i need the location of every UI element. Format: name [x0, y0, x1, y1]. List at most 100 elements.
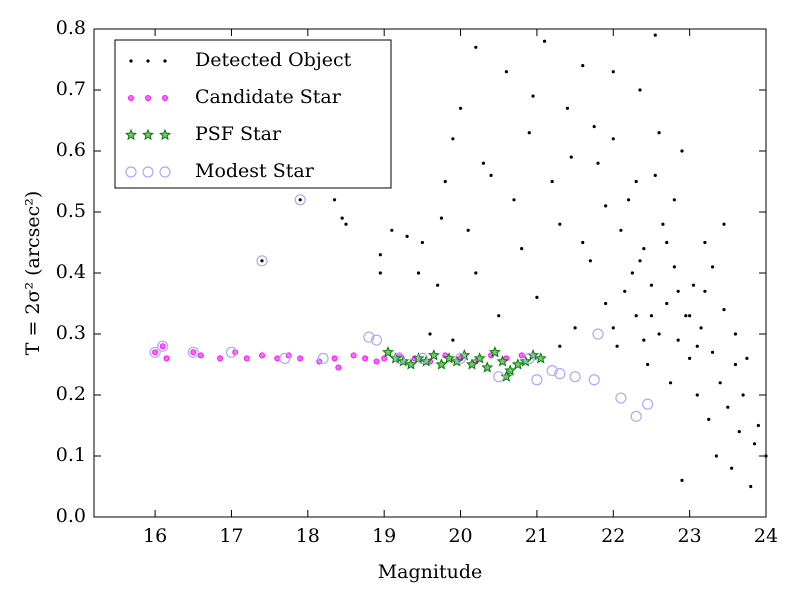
detected-point — [260, 259, 264, 263]
x-tick-label: 24 — [754, 525, 778, 547]
psf-point — [382, 345, 394, 358]
detected-point — [443, 179, 447, 184]
detected-point — [451, 137, 455, 141]
psf-point — [473, 352, 486, 364]
x-tick-label: 23 — [678, 525, 702, 547]
detected-point — [378, 253, 382, 257]
detected-point — [527, 131, 531, 135]
detected-point — [638, 88, 642, 92]
detected-point — [497, 314, 501, 318]
detected-point — [420, 240, 424, 245]
detected-point — [531, 94, 535, 98]
detected-point — [504, 70, 508, 74]
detected-point — [680, 149, 684, 153]
detected-point — [436, 283, 440, 287]
detected-point — [550, 179, 554, 184]
detected-point — [752, 442, 757, 446]
detected-point — [146, 59, 150, 63]
points — [149, 33, 768, 489]
y-tick-label: 0.3 — [56, 322, 86, 344]
detected-point — [581, 240, 585, 245]
modest-point — [642, 398, 654, 410]
detected-point — [749, 484, 753, 489]
detected-point — [741, 393, 745, 397]
detected-point — [615, 344, 619, 348]
detected-point — [558, 222, 562, 226]
psf-point — [404, 358, 417, 370]
detected-point — [466, 228, 470, 232]
detected-point — [646, 362, 650, 367]
detected-point — [604, 301, 608, 306]
detected-point — [481, 161, 486, 165]
detected-point — [520, 247, 524, 251]
detected-point — [703, 240, 707, 245]
candidate-point — [197, 352, 204, 359]
detected-point — [661, 222, 665, 226]
detected-point — [512, 198, 516, 202]
detected-point — [684, 314, 688, 318]
detected-point — [722, 308, 726, 312]
y-axis-label: T = 2σ² (arcsec²) — [22, 191, 44, 356]
detected-point — [649, 314, 654, 318]
psf-point — [125, 128, 137, 141]
psf-point — [159, 128, 171, 141]
legend-label: Detected Object — [195, 49, 352, 71]
psf-point — [142, 128, 154, 141]
x-tick-label: 16 — [143, 525, 167, 547]
detected-point — [653, 173, 657, 177]
detected-point — [332, 198, 337, 202]
y-tick-label: 0.1 — [56, 444, 86, 466]
detected-point — [474, 45, 478, 49]
detected-point — [665, 240, 669, 245]
detected-point — [378, 271, 382, 275]
detected-point — [458, 106, 463, 110]
modest-point — [157, 340, 169, 352]
detected-point — [489, 173, 493, 177]
detected-point — [604, 204, 608, 208]
x-tick-label: 21 — [525, 525, 549, 547]
y-tick-label: 0.8 — [56, 17, 86, 39]
detected-point — [588, 259, 592, 263]
x-tick-label: 18 — [296, 525, 320, 547]
modest-point — [159, 166, 171, 178]
modest-point — [363, 331, 375, 343]
detected-point — [298, 198, 302, 202]
detected-point — [672, 198, 676, 202]
candidate-point — [232, 349, 239, 356]
detected-point — [703, 289, 707, 293]
legend-label: PSF Star — [195, 123, 282, 145]
detected-point — [653, 33, 657, 37]
detected-point — [691, 283, 696, 287]
candidate-point — [127, 95, 134, 102]
detected-point — [710, 265, 715, 269]
psf-point — [511, 358, 524, 370]
detected-point — [611, 70, 615, 74]
detected-point — [695, 393, 699, 397]
x-tick-label: 19 — [372, 525, 396, 547]
detected-point — [665, 301, 669, 306]
detected-point — [611, 137, 615, 141]
detected-point — [623, 289, 627, 293]
candidate-point — [163, 355, 170, 362]
candidate-point — [216, 355, 223, 362]
modest-point — [588, 374, 600, 386]
candidate-point — [274, 355, 281, 362]
psf-point — [488, 345, 501, 358]
modest-point — [416, 352, 428, 364]
candidate-point — [381, 355, 388, 362]
modest-point — [225, 346, 238, 358]
psf-point — [466, 358, 478, 370]
modest-point — [393, 352, 406, 364]
detected-point — [428, 332, 432, 336]
psf-point — [496, 355, 509, 367]
detected-point — [390, 228, 394, 232]
x-axis-label: Magnitude — [378, 561, 483, 583]
detected-point — [626, 198, 631, 202]
detected-point — [657, 332, 661, 336]
detected-point — [710, 350, 715, 354]
detected-point — [688, 356, 692, 360]
modest-point — [294, 194, 306, 206]
detected-point — [405, 234, 409, 238]
detected-point — [714, 454, 718, 458]
